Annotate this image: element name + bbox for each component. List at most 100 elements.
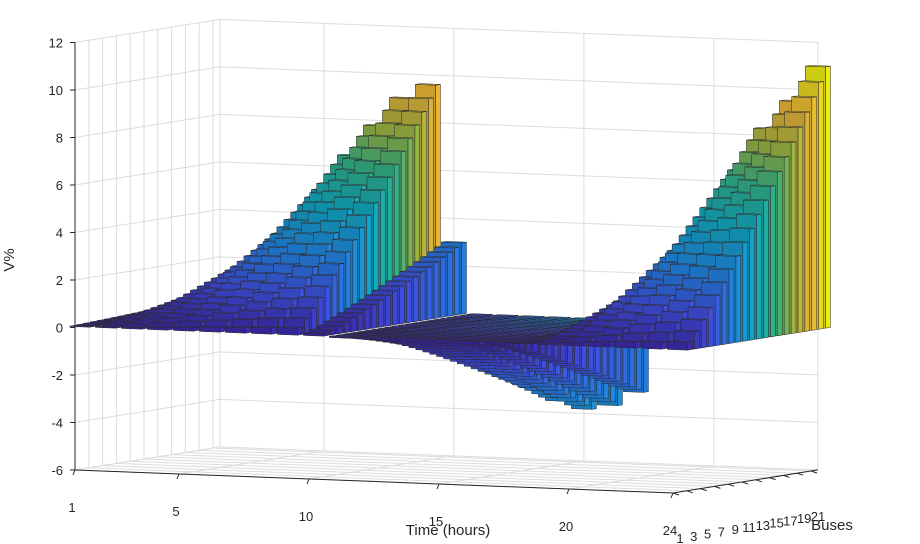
- bar-face: [434, 333, 461, 337]
- bar-face: [825, 65, 831, 329]
- bar-face: [304, 285, 331, 288]
- z-tick-label: 0: [56, 321, 63, 336]
- bar-face: [347, 171, 374, 174]
- bar-face: [333, 196, 360, 199]
- bar-face: [641, 341, 662, 350]
- bar-face: [531, 318, 557, 321]
- bar-face: [342, 333, 369, 336]
- bar: [277, 326, 303, 336]
- bar-face: [441, 241, 467, 244]
- bar-face: [508, 327, 535, 330]
- bar-face: [701, 319, 707, 349]
- bar-face: [708, 267, 735, 270]
- bar: [121, 325, 147, 330]
- bar: [537, 341, 563, 346]
- bar: [563, 341, 589, 347]
- bar-face: [375, 333, 402, 336]
- y-tick-label: 13: [756, 518, 770, 533]
- bar-face: [467, 333, 494, 336]
- y-tick-label: 1: [676, 531, 683, 544]
- bar-face: [439, 338, 466, 341]
- z-tick-label: 10: [49, 83, 63, 98]
- bar-face: [422, 330, 449, 333]
- bar-face: [667, 340, 693, 343]
- bar-face: [382, 331, 409, 335]
- bar-face: [519, 315, 545, 318]
- bar-face: [277, 326, 303, 329]
- bar-face: [320, 219, 346, 222]
- bar-face: [365, 294, 391, 297]
- z-tick-label: 4: [56, 226, 63, 241]
- y-tick-label: 21: [811, 509, 825, 524]
- y-tick-label: 19: [797, 511, 811, 526]
- bar-face: [429, 329, 456, 332]
- bar-face: [514, 331, 540, 334]
- bar-face: [225, 326, 246, 334]
- bar-face: [408, 332, 435, 336]
- bar-face: [783, 156, 790, 336]
- z-tick-label: 2: [56, 273, 63, 288]
- z-tick-label: 12: [49, 36, 63, 51]
- bar-face: [326, 207, 353, 211]
- bar-face: [491, 319, 518, 322]
- grid-line: [74, 66, 220, 91]
- bar-face: [451, 320, 478, 324]
- bar-face: [440, 256, 447, 318]
- bar-face: [160, 317, 187, 320]
- bar-face: [433, 261, 440, 319]
- bar-face: [427, 251, 453, 254]
- bar: [589, 340, 615, 348]
- bar-face: [95, 325, 121, 328]
- bar-face: [344, 321, 350, 334]
- bar-face: [583, 325, 610, 328]
- bar-face: [277, 327, 298, 336]
- bar-face: [450, 326, 476, 329]
- bar-face: [352, 201, 379, 204]
- y-tick: [810, 470, 818, 474]
- bar-face: [413, 276, 419, 323]
- bar-face: [493, 334, 520, 337]
- bar-face: [391, 325, 417, 328]
- bar: [303, 332, 329, 337]
- bar-face: [225, 325, 251, 328]
- bar-face: [415, 331, 442, 334]
- bar-face: [763, 155, 790, 158]
- bar-face: [756, 213, 762, 340]
- y-tick-label: 17: [783, 513, 797, 528]
- bar: [615, 340, 641, 349]
- bar-face: [749, 227, 755, 341]
- y-tick-label: 3: [690, 529, 697, 544]
- bar-face: [505, 317, 531, 320]
- bar-face: [456, 325, 483, 328]
- y-tick: [728, 483, 735, 487]
- bar-face: [550, 334, 577, 337]
- z-tick-label: -4: [51, 416, 63, 431]
- bar-face: [361, 147, 388, 150]
- bar-face: [292, 265, 319, 268]
- bar-face: [167, 312, 194, 315]
- x-tick: [436, 483, 440, 490]
- bar-face: [521, 330, 547, 333]
- bar-face: [219, 304, 246, 307]
- y-tick: [672, 492, 680, 496]
- grid-line: [171, 454, 770, 479]
- bar-face: [355, 336, 381, 339]
- bar-face: [465, 318, 492, 321]
- bar-face: [628, 323, 655, 326]
- x-tick-label: 15: [429, 514, 443, 529]
- bar-face: [226, 296, 253, 299]
- y-tick: [741, 481, 749, 485]
- bar-face: [399, 285, 405, 325]
- bar-face: [609, 319, 636, 322]
- bar-face: [818, 81, 824, 330]
- bar-face: [460, 334, 487, 338]
- bar-face: [479, 316, 505, 319]
- bar: [459, 340, 485, 346]
- bar: [433, 339, 459, 345]
- grid-line: [74, 208, 220, 233]
- grid-line: [219, 446, 818, 471]
- bar-face: [708, 307, 714, 348]
- bar-face: [323, 320, 350, 323]
- bar: [69, 325, 95, 328]
- bar-face: [524, 319, 551, 322]
